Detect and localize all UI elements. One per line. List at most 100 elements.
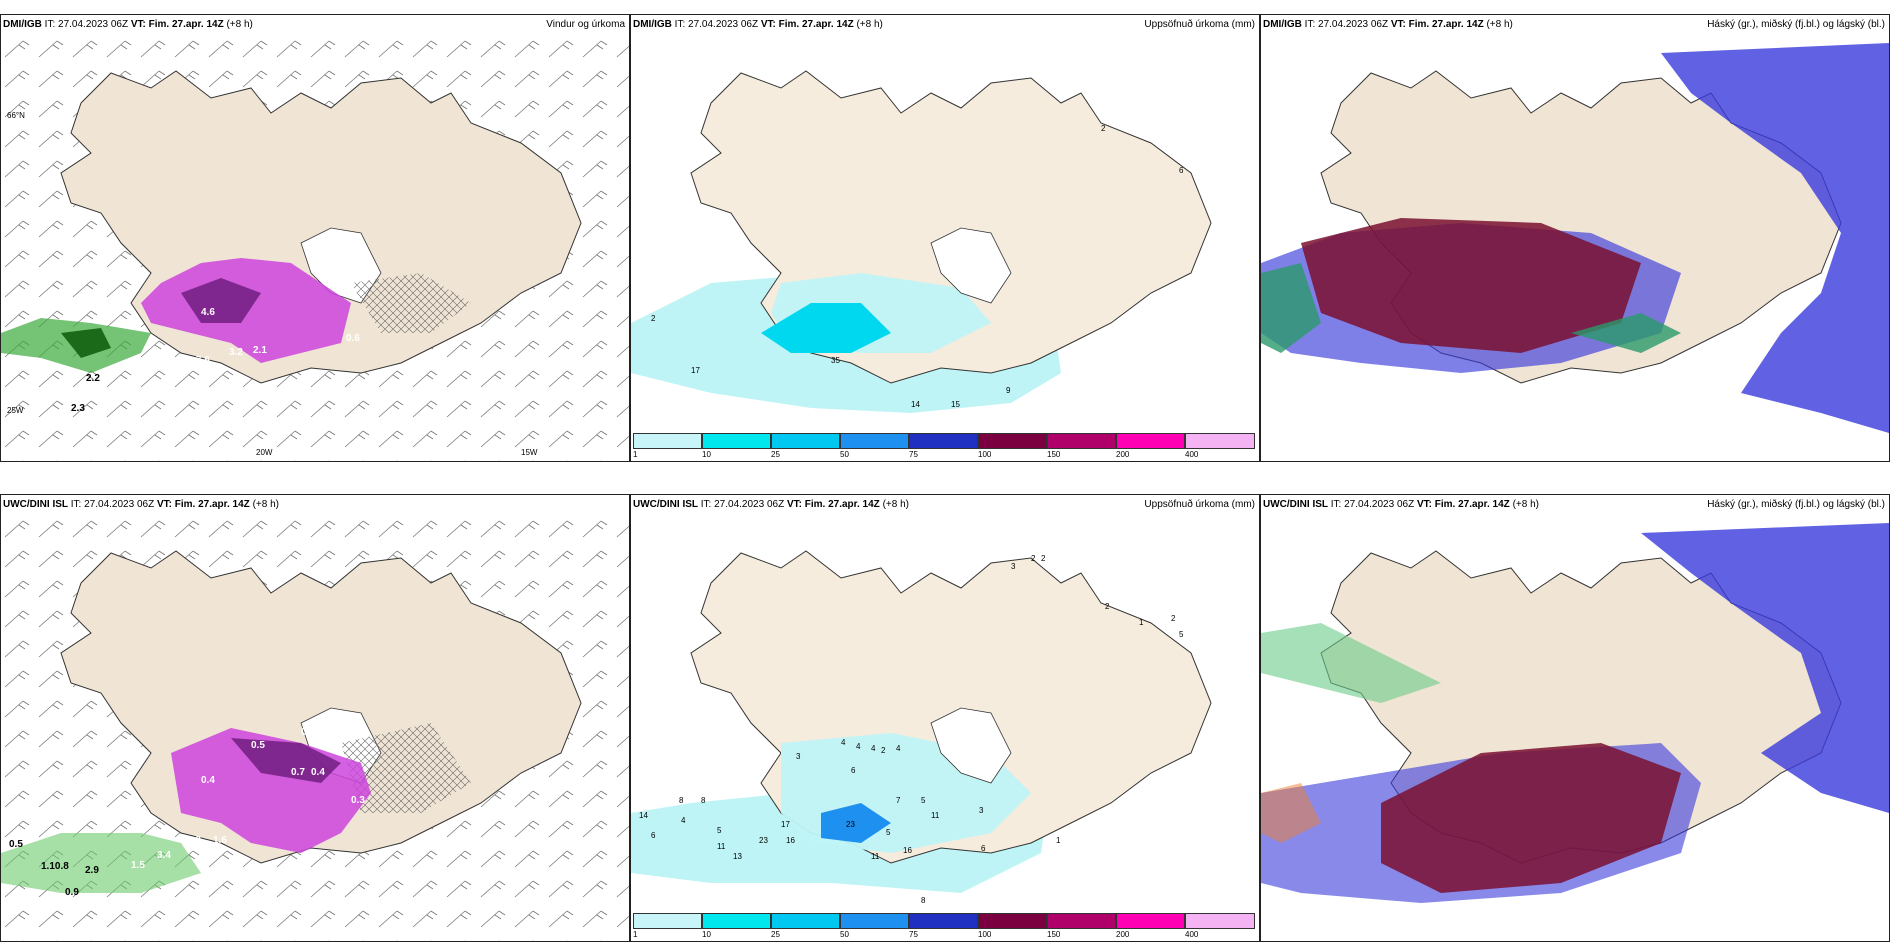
precip-value: 17 (691, 366, 700, 375)
precip-value: 8 (679, 796, 684, 805)
legend-swatch (1047, 913, 1116, 929)
panel-header: UWC/DINI ISL IT: 27.04.2023 06Z VT: Fim.… (1263, 499, 1539, 510)
precip-value: 5 (886, 828, 891, 837)
wind-value: 3.4 (157, 850, 171, 861)
precip-value: 16 (786, 836, 795, 845)
legend-label: 150 (1047, 450, 1061, 459)
precip-value: 6 (851, 766, 856, 775)
precip-value: 13 (733, 852, 742, 861)
precip-value: 2 (1031, 554, 1036, 563)
precip-value: 4 (841, 738, 846, 747)
precip-value: 23 (846, 820, 855, 829)
precip-value: 1 (1139, 618, 1144, 627)
panel-accum-precip-uwc: UWC/DINI ISL IT: 27.04.2023 06Z VT: Fim.… (630, 494, 1260, 942)
legend-swatch (909, 433, 978, 449)
panel-wind-precip-uwc: UWC/DINI ISL IT: 27.04.2023 06Z VT: Fim.… (0, 494, 630, 942)
legend-label: 75 (909, 930, 918, 939)
wind-value: 6.1 (171, 361, 185, 372)
precip-value: 4 (681, 816, 686, 825)
legend-swatch (978, 913, 1047, 929)
accum-precip-map: 3 2 2 2 1 2 5 4 4 4 4 3 6 7 5 11 3 14 8 … (631, 550, 1212, 905)
wind-value: 0.5 (251, 740, 265, 751)
precip-value: 11 (931, 811, 940, 820)
precip-value: 4 (896, 744, 901, 753)
precip-value: 23 (759, 836, 768, 845)
legend-label: 25 (771, 450, 780, 459)
panel-title: Uppsöfnuð úrkoma (mm) (1144, 19, 1255, 30)
precip-value: 11 (871, 852, 880, 861)
precip-value: 7 (896, 796, 901, 805)
wind-value: 0.4 (201, 775, 215, 786)
precip-value: 3 (1011, 562, 1016, 571)
precip-value: 5 (717, 826, 722, 835)
precip-value: 5 (921, 796, 926, 805)
precip-value: 5 (1179, 630, 1184, 639)
wind-value: 2.9 (85, 865, 99, 876)
wind-precip-map: 0.3 0.5 0.4 0.7 0.4 0.3 1.6 3.4 3.0 1.5 … (1, 513, 629, 941)
panel-header: DMI/IGB IT: 27.04.2023 06Z VT: Fim. 27.a… (1263, 19, 1513, 30)
legend-swatch (1185, 913, 1255, 929)
wind-value: 2.3 (71, 403, 85, 414)
precip-value: 2 (1041, 554, 1046, 563)
panel-title: Háský (gr.), miðský (fj.bl.) og lágský (… (1707, 499, 1885, 510)
legend-swatch (1185, 433, 1255, 449)
legend-swatch (909, 913, 978, 929)
legend-label: 200 (1116, 930, 1130, 939)
wind-precip-map: 66°N 20W 15W 25W 4.6 0.7 2.2 3.2 2.1 7.6… (1, 33, 629, 461)
wind-value: 0.3 (351, 795, 365, 806)
legend-swatch (633, 913, 702, 929)
precip-value: 16 (903, 846, 912, 855)
legend-swatch (840, 913, 909, 929)
legend-swatch (1116, 913, 1185, 929)
legend-swatch (840, 433, 909, 449)
precip-value: 6 (1179, 166, 1184, 175)
precip-value: 8 (701, 796, 706, 805)
panel-title: Háský (gr.), miðský (fj.bl.) og lágský (… (1707, 19, 1885, 30)
legend-label: 400 (1185, 930, 1199, 939)
legend-label: 1 (633, 930, 638, 939)
precip-value: 8 (921, 896, 926, 905)
precip-value: 17 (781, 820, 790, 829)
wind-value: 3.2 (229, 347, 243, 358)
legend-label: 400 (1185, 450, 1199, 459)
legend-label: 200 (1116, 450, 1130, 459)
legend-swatch (771, 433, 840, 449)
panel-clouds-dmi: DMI/IGB IT: 27.04.2023 06Z VT: Fim. 27.a… (1260, 14, 1890, 462)
clouds-map (1261, 523, 1889, 903)
precip-value: 3 (796, 752, 801, 761)
panel-title: Vindur og úrkoma (546, 19, 625, 30)
legend-swatch (702, 913, 771, 929)
wind-value: 4.6 (201, 307, 215, 318)
wind-value: 0.7 (291, 767, 305, 778)
legend-label: 150 (1047, 930, 1061, 939)
panel-header: UWC/DINI ISL IT: 27.04.2023 06Z VT: Fim.… (633, 499, 909, 510)
panel-accum-precip-dmi: DMI/IGB IT: 27.04.2023 06Z VT: Fim. 27.a… (630, 14, 1260, 462)
wind-value: 0.6 (346, 333, 360, 344)
precip-value: 11 (717, 842, 726, 851)
legend-label: 25 (771, 930, 780, 939)
precip-value: 1 (1056, 836, 1061, 845)
wind-value: 1.10.8 (41, 861, 69, 872)
wind-value: 3.0 (187, 835, 201, 846)
legend-swatch (1116, 433, 1185, 449)
legend-label: 10 (702, 450, 711, 459)
precip-value: 4 (871, 744, 876, 753)
wind-value: 7.6 (196, 355, 210, 366)
precip-value: 6 (651, 831, 656, 840)
legend-label: 100 (978, 450, 992, 459)
wind-value: 1.6 (213, 835, 227, 846)
precip-value: 2 (881, 746, 886, 755)
wind-value: 0.4 (311, 767, 325, 778)
wind-value: 0.7 (331, 283, 345, 294)
precip-value: 35 (831, 356, 840, 365)
lon-tick-20w: 20W (256, 448, 273, 457)
lon-tick-25w: 25W (7, 406, 24, 415)
precip-value: 2 (1101, 124, 1106, 133)
precip-value: 2 (1105, 602, 1110, 611)
lon-tick-15w: 15W (521, 448, 538, 457)
wind-value: 3.4 (313, 387, 327, 398)
legend-label: 75 (909, 450, 918, 459)
precip-legend: 1 10 25 50 75 100 150 200 400 (633, 913, 1257, 939)
legend-swatch (702, 433, 771, 449)
wind-value: 1.5 (131, 860, 145, 871)
